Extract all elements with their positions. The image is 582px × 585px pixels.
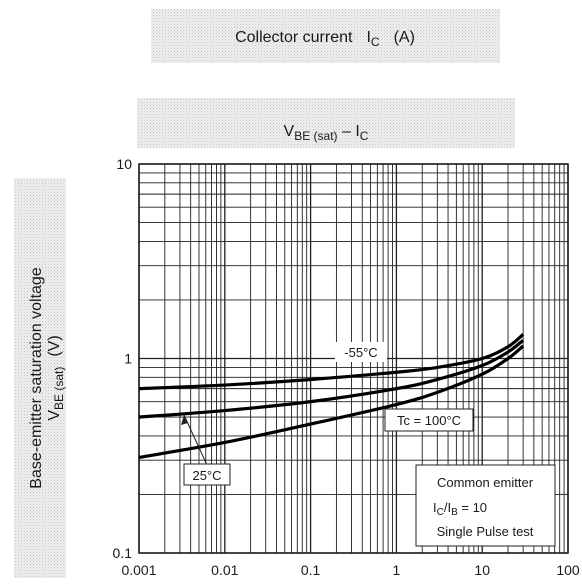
- annotation-25c: 25°C: [181, 414, 231, 486]
- annotation-100c-label: Tc = 100°C: [397, 413, 461, 428]
- x-axis-label: Collector current IC (A): [235, 29, 415, 49]
- y-axis-label-line1: Base-emitter saturation voltage: [28, 267, 45, 489]
- title-band: VBE (sat) – IC: [137, 98, 515, 148]
- tick-labels: 0.001 0.01 0.1 1 10 100 0.1 1 10: [113, 156, 580, 578]
- annotation-25c-label: 25°C: [192, 468, 221, 483]
- conditions-line1: Common emitter: [437, 475, 534, 490]
- plot-frame: [138, 163, 569, 554]
- x-tick-label: 100: [556, 562, 580, 578]
- x-tick-label: 1: [393, 562, 401, 578]
- x-tick-label: 0.1: [301, 562, 321, 578]
- series-curves: [138, 333, 525, 460]
- y-tick-label: 1: [124, 351, 132, 367]
- annotation-minus55-label: -55°C: [344, 345, 377, 360]
- y-tick-label: 0.1: [113, 545, 133, 561]
- x-tick-label: 0.001: [121, 562, 156, 578]
- series-line-0: [138, 333, 525, 391]
- x-tick-label: 10: [474, 562, 490, 578]
- series-line-1: [138, 339, 525, 419]
- x-tick-label: 0.01: [211, 562, 238, 578]
- conditions-line3: Single Pulse test: [437, 524, 534, 539]
- x-axis-label-band: Collector current IC (A): [151, 9, 500, 63]
- y-tick-label: 10: [116, 156, 132, 172]
- annotation-25c-leader: [183, 414, 208, 466]
- annotation-100c: Tc = 100°C: [384, 408, 474, 432]
- title-background: [137, 98, 515, 148]
- y-axis-label-band: Base-emitter saturation voltage VBE (sat…: [14, 178, 66, 578]
- conditions-line2: IC/IB = 10: [433, 500, 487, 518]
- chart-title: VBE (sat) – IC: [284, 123, 369, 143]
- y-axis-label-line2: VBE (sat)(V): [46, 335, 66, 420]
- y-axis-label-background: [14, 178, 66, 578]
- conditions-box: Common emitter IC/IB = 10 Single Pulse t…: [415, 464, 556, 547]
- series-line-2: [138, 344, 525, 460]
- x-axis-label-background: [151, 9, 500, 63]
- annotation-minus55: -55°C: [335, 342, 387, 362]
